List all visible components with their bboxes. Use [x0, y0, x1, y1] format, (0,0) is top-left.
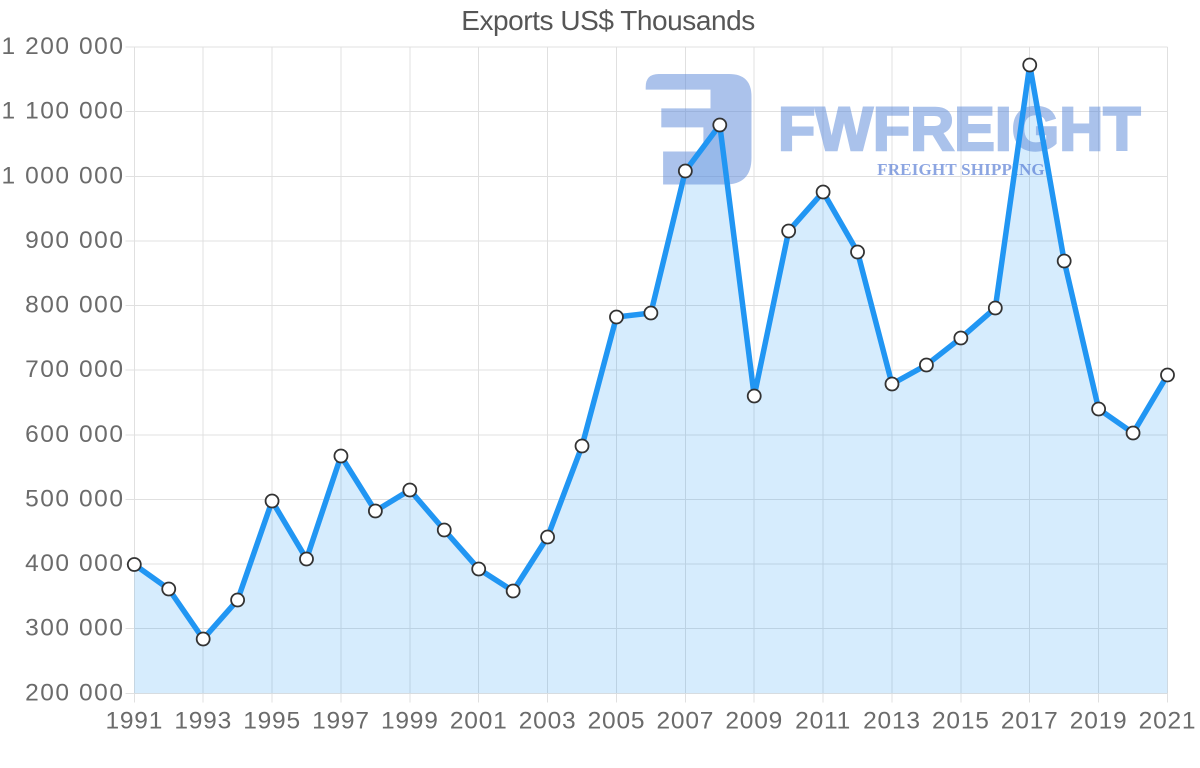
svg-text:1991: 1991 [105, 708, 163, 735]
svg-text:2001: 2001 [450, 708, 508, 735]
svg-text:1999: 1999 [381, 708, 439, 735]
svg-text:2005: 2005 [588, 708, 646, 735]
svg-text:1993: 1993 [174, 708, 232, 735]
svg-text:2011: 2011 [795, 708, 851, 735]
svg-text:900 000: 900 000 [25, 227, 124, 254]
svg-text:800 000: 800 000 [25, 292, 124, 319]
svg-text:2007: 2007 [656, 708, 714, 735]
svg-text:200 000: 200 000 [25, 679, 124, 706]
svg-text:2019: 2019 [1070, 708, 1128, 735]
svg-text:2013: 2013 [863, 708, 921, 735]
svg-text:2009: 2009 [725, 708, 783, 735]
svg-text:500 000: 500 000 [25, 485, 124, 512]
svg-text:1 000 000: 1 000 000 [2, 162, 125, 189]
svg-text:1995: 1995 [243, 708, 301, 735]
svg-text:300 000: 300 000 [25, 615, 124, 642]
svg-text:1 100 000: 1 100 000 [2, 98, 125, 125]
svg-text:2003: 2003 [519, 708, 577, 735]
svg-text:Exports US$ Thousands: Exports US$ Thousands [461, 5, 755, 36]
svg-text:600 000: 600 000 [25, 421, 124, 448]
svg-text:2015: 2015 [932, 708, 990, 735]
svg-text:2017: 2017 [1001, 708, 1059, 735]
svg-text:FREIGHT SHIPPING: FREIGHT SHIPPING [877, 160, 1045, 179]
svg-text:FWFREIGHT: FWFREIGHT [778, 95, 1141, 163]
svg-text:1997: 1997 [312, 708, 370, 735]
svg-text:700 000: 700 000 [25, 356, 124, 383]
svg-text:2021: 2021 [1139, 708, 1197, 735]
svg-text:1 200 000: 1 200 000 [2, 33, 125, 60]
svg-text:400 000: 400 000 [25, 550, 124, 577]
